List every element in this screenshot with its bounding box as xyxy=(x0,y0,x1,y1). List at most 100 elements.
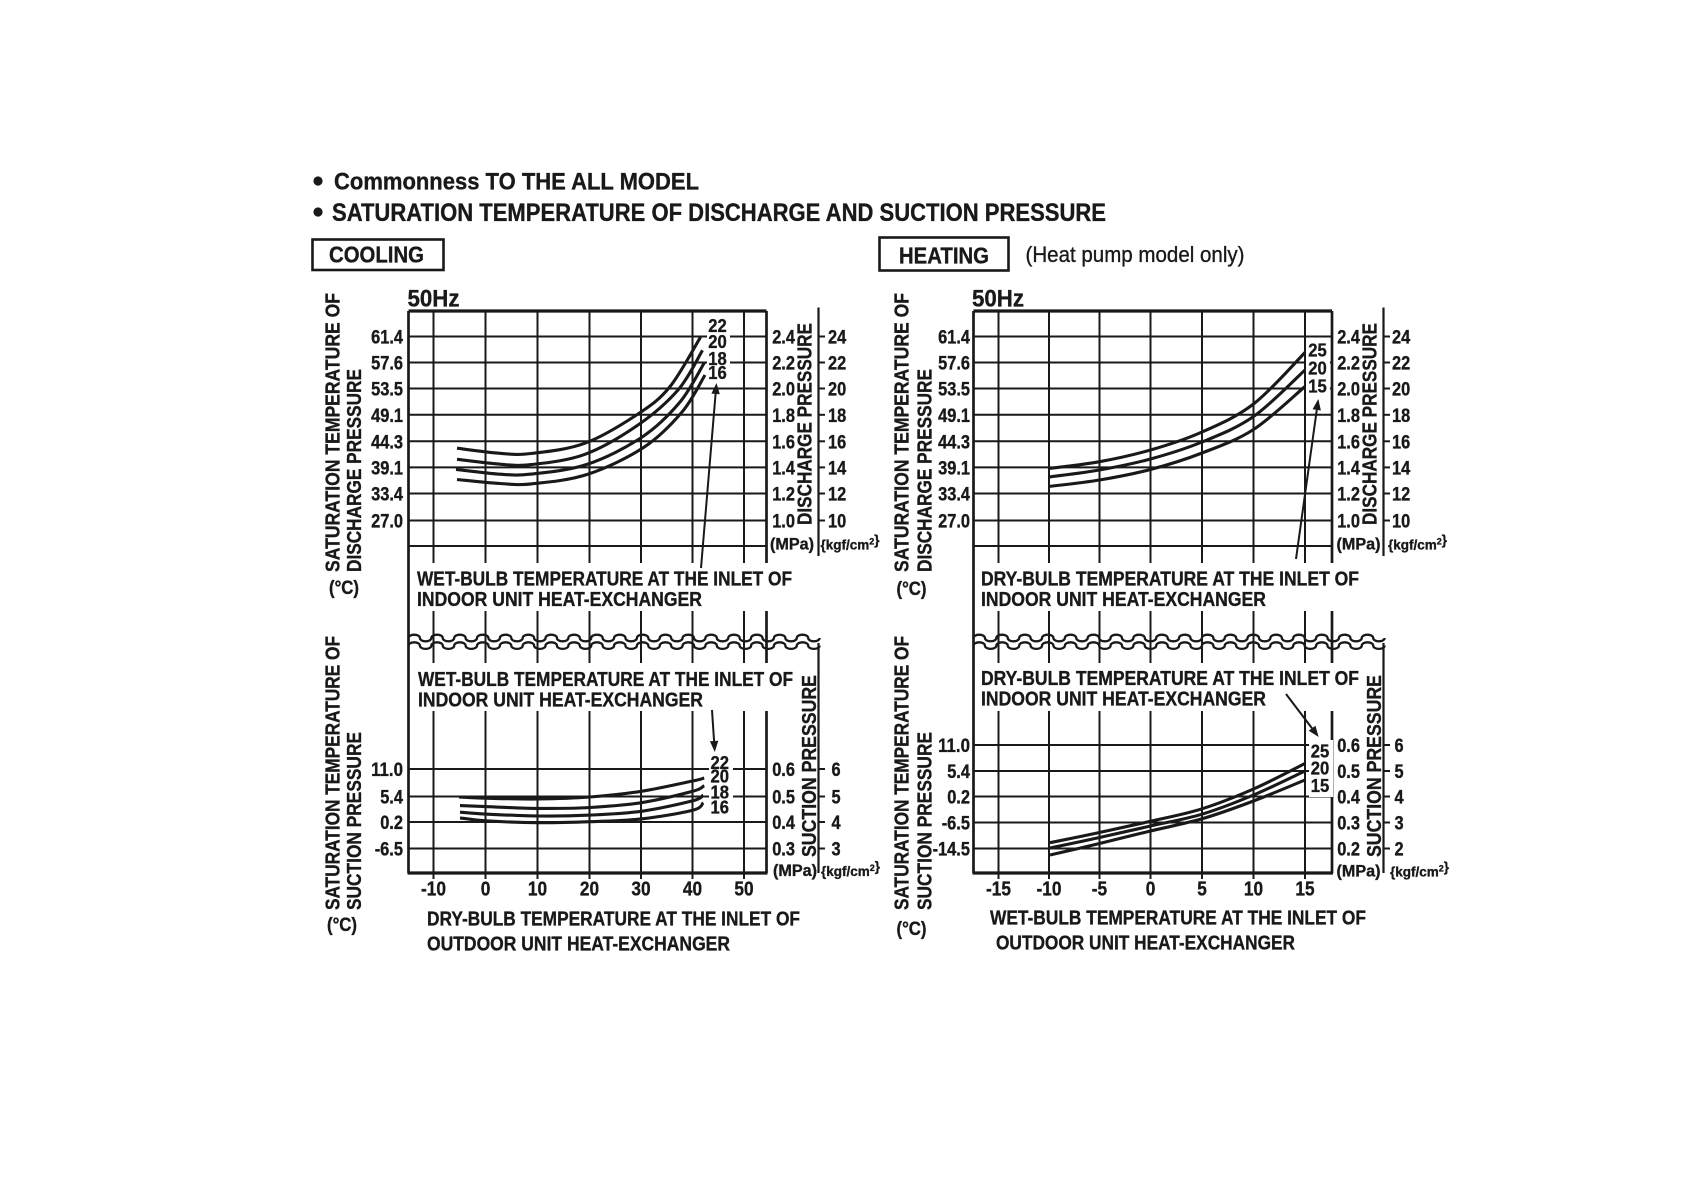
svg-text:{kgf/cm2}: {kgf/cm2} xyxy=(1388,533,1448,553)
svg-text:20: 20 xyxy=(1392,380,1410,401)
svg-text:(°C): (°C) xyxy=(329,578,359,599)
svg-text:DRY-BULB TEMPERATURE AT THE IN: DRY-BULB TEMPERATURE AT THE INLET OF xyxy=(981,668,1359,690)
svg-text:0: 0 xyxy=(1146,879,1156,901)
svg-text:INDOOR UNIT HEAT-EXCHANGER: INDOOR UNIT HEAT-EXCHANGER xyxy=(981,689,1266,711)
svg-text:DRY-BULB TEMPERATURE AT THE IN: DRY-BULB TEMPERATURE AT THE INLET OF xyxy=(427,909,800,931)
svg-text:20: 20 xyxy=(711,767,730,787)
svg-text:DISCHARGE PRESSURE: DISCHARGE PRESSURE xyxy=(794,323,817,525)
svg-text:1.0: 1.0 xyxy=(1337,512,1360,533)
svg-text:(MPa): (MPa) xyxy=(1337,536,1381,554)
svg-text:0.2: 0.2 xyxy=(380,813,403,834)
svg-text:0.3: 0.3 xyxy=(772,840,795,861)
svg-text:22: 22 xyxy=(708,316,727,336)
svg-text:DISCHARGE PRESSURE: DISCHARGE PRESSURE xyxy=(343,369,366,572)
svg-text:INDOOR UNIT HEAT-EXCHANGER: INDOOR UNIT HEAT-EXCHANGER xyxy=(418,690,703,712)
svg-text:-6.5: -6.5 xyxy=(942,814,971,835)
svg-text:49.1: 49.1 xyxy=(371,406,403,427)
svg-text:61.4: 61.4 xyxy=(371,328,403,349)
svg-text:22: 22 xyxy=(711,753,730,773)
svg-text:25: 25 xyxy=(1308,341,1327,361)
svg-text:-6.5: -6.5 xyxy=(375,840,404,861)
svg-text:16: 16 xyxy=(1392,432,1410,453)
svg-text:{kgf/cm2}: {kgf/cm2} xyxy=(821,859,881,879)
svg-text:OUTDOOR UNIT HEAT-EXCHANGER: OUTDOOR UNIT HEAT-EXCHANGER xyxy=(996,933,1295,955)
svg-text:-15: -15 xyxy=(986,879,1011,901)
svg-text:SATURATION TEMPERATURE OF DISC: SATURATION TEMPERATURE OF DISCHARGE AND … xyxy=(332,199,1106,227)
svg-text:12: 12 xyxy=(1392,485,1410,506)
svg-text:10: 10 xyxy=(528,879,547,901)
svg-text:10: 10 xyxy=(828,512,846,533)
svg-text:SATURATION TEMPERATURE OF: SATURATION TEMPERATURE OF xyxy=(891,636,914,910)
svg-text:15: 15 xyxy=(1308,377,1327,397)
svg-text:49.1: 49.1 xyxy=(938,406,970,427)
svg-text:0.5: 0.5 xyxy=(1337,762,1360,783)
svg-text:3: 3 xyxy=(1395,814,1404,835)
svg-text:(MPa): (MPa) xyxy=(773,862,817,880)
svg-text:0.2: 0.2 xyxy=(947,788,970,809)
svg-text:{kgf/cm2}: {kgf/cm2} xyxy=(1390,860,1450,880)
svg-text:30: 30 xyxy=(631,879,650,901)
svg-text:5: 5 xyxy=(1395,762,1404,783)
svg-text:2.2: 2.2 xyxy=(772,354,795,375)
svg-text:-14.5: -14.5 xyxy=(933,840,971,861)
svg-text:4: 4 xyxy=(832,813,841,834)
svg-text:15: 15 xyxy=(1311,776,1330,796)
svg-text:SUCTION PRESSURE: SUCTION PRESSURE xyxy=(914,732,937,910)
svg-text:6: 6 xyxy=(832,760,841,781)
svg-text:(°C): (°C) xyxy=(897,579,927,600)
svg-text:25: 25 xyxy=(1311,742,1330,762)
svg-text:(°C): (°C) xyxy=(897,919,927,940)
svg-text:57.6: 57.6 xyxy=(371,354,403,375)
svg-text:44.3: 44.3 xyxy=(371,432,403,453)
svg-text:16: 16 xyxy=(708,363,727,383)
svg-text:5: 5 xyxy=(832,788,841,809)
svg-text:44.3: 44.3 xyxy=(938,432,970,453)
svg-text:-5: -5 xyxy=(1092,879,1107,901)
svg-text:2.2: 2.2 xyxy=(1337,354,1360,375)
svg-text:1.4: 1.4 xyxy=(1337,458,1360,479)
svg-text:(MPa): (MPa) xyxy=(770,536,814,554)
svg-text:40: 40 xyxy=(683,879,702,901)
svg-text:11.0: 11.0 xyxy=(938,736,970,757)
svg-text:SUCTION PRESSURE: SUCTION PRESSURE xyxy=(1363,675,1386,857)
svg-text:20: 20 xyxy=(580,879,599,901)
svg-text:HEATING: HEATING xyxy=(899,243,989,269)
svg-text:SUCTION PRESSURE: SUCTION PRESSURE xyxy=(798,675,821,857)
svg-text:0.6: 0.6 xyxy=(1337,736,1360,757)
svg-text:5: 5 xyxy=(1197,879,1207,901)
svg-text:WET-BULB TEMPERATURE AT THE IN: WET-BULB TEMPERATURE AT THE INLET OF xyxy=(418,669,793,691)
svg-text:INDOOR UNIT HEAT-EXCHANGER: INDOOR UNIT HEAT-EXCHANGER xyxy=(981,589,1266,611)
svg-text:INDOOR UNIT HEAT-EXCHANGER: INDOOR UNIT HEAT-EXCHANGER xyxy=(417,589,702,611)
svg-text:10: 10 xyxy=(1244,879,1263,901)
svg-text:2.4: 2.4 xyxy=(772,328,795,349)
svg-text:27.0: 27.0 xyxy=(938,512,970,533)
svg-text:(MPa): (MPa) xyxy=(1337,863,1381,881)
svg-text:14: 14 xyxy=(1392,458,1411,479)
svg-text:4: 4 xyxy=(1395,788,1404,809)
svg-text:SATURATION TEMPERATURE OF: SATURATION TEMPERATURE OF xyxy=(891,293,914,572)
svg-text:18: 18 xyxy=(711,783,730,803)
svg-text:(°C): (°C) xyxy=(327,915,357,936)
svg-text:(Heat pump model only): (Heat pump model only) xyxy=(1026,242,1245,267)
svg-text:50: 50 xyxy=(734,879,753,901)
svg-text:61.4: 61.4 xyxy=(938,328,970,349)
svg-text:Commonness TO THE ALL MODEL: Commonness TO THE ALL MODEL xyxy=(334,169,699,196)
svg-text:0.2: 0.2 xyxy=(1337,840,1360,861)
svg-text:DISCHARGE PRESSURE: DISCHARGE PRESSURE xyxy=(914,369,937,572)
svg-text:20: 20 xyxy=(1308,359,1327,379)
svg-text:1.2: 1.2 xyxy=(772,485,795,506)
svg-text:22: 22 xyxy=(1392,354,1410,375)
svg-text:39.1: 39.1 xyxy=(371,458,403,479)
svg-text:2.4: 2.4 xyxy=(1337,328,1360,349)
svg-text:SATURATION TEMPERATURE OF: SATURATION TEMPERATURE OF xyxy=(322,293,345,572)
svg-text:6: 6 xyxy=(1395,736,1404,757)
svg-text:57.6: 57.6 xyxy=(938,354,970,375)
svg-text:18: 18 xyxy=(1392,406,1410,427)
svg-text:COOLING: COOLING xyxy=(329,242,424,268)
svg-text:1.4: 1.4 xyxy=(772,458,795,479)
svg-text:50Hz: 50Hz xyxy=(408,286,460,313)
svg-text:33.4: 33.4 xyxy=(938,485,970,506)
svg-text:24: 24 xyxy=(1392,328,1411,349)
svg-text:20: 20 xyxy=(1311,759,1330,779)
svg-text:5.4: 5.4 xyxy=(380,788,403,809)
